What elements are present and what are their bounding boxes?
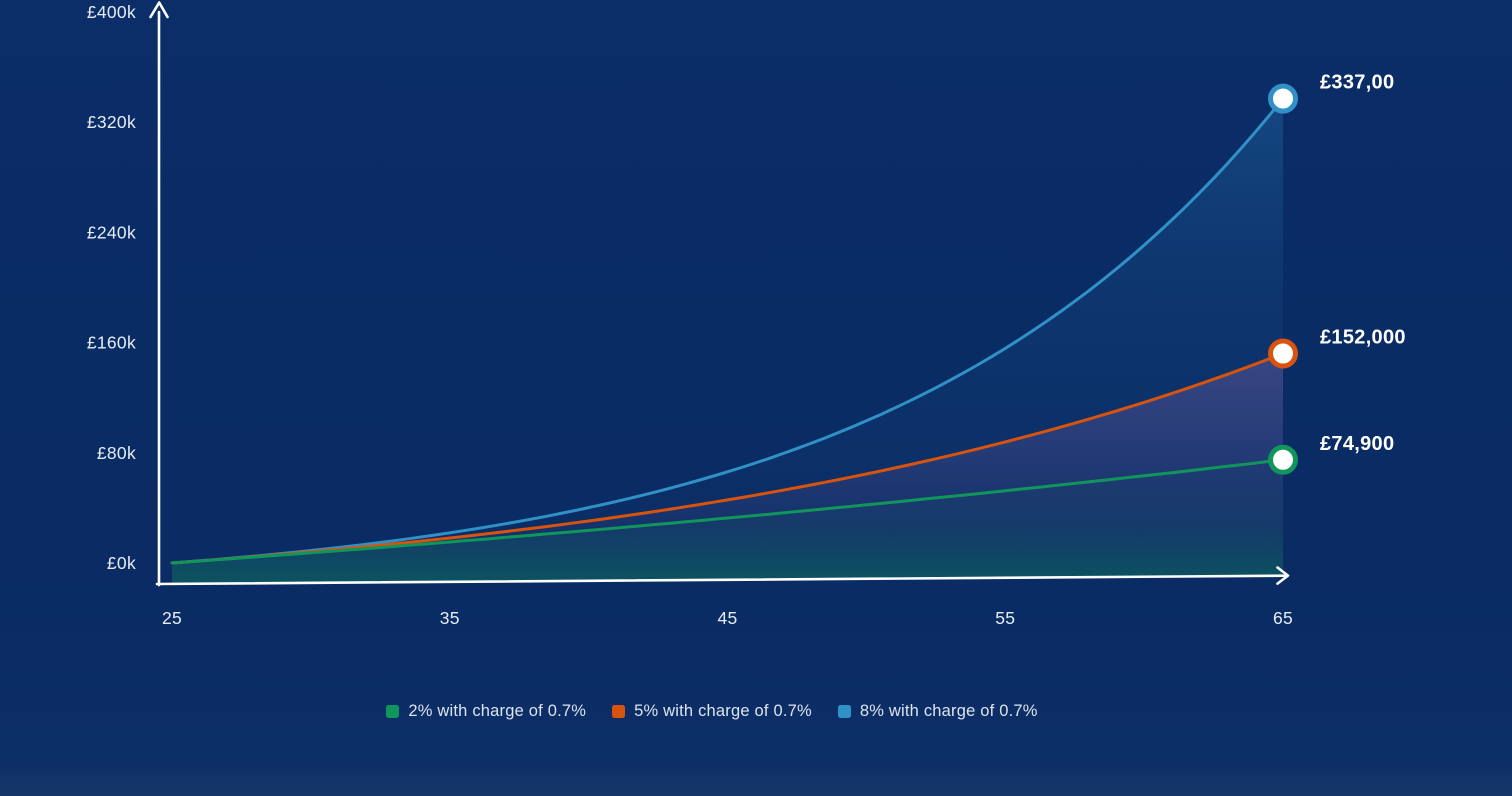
series-end-points (1268, 83, 1298, 475)
series-line-5pct (170, 352, 1285, 565)
y-tick-label-80: £80k (97, 443, 136, 463)
legend-swatch-2pct-icon (386, 705, 400, 718)
end-point-8pct[interactable] (1268, 83, 1298, 114)
y-tick-label-400: £400k (87, 2, 136, 22)
legend-item-2pct[interactable]: 2% with charge of 0.7% (386, 702, 586, 721)
legend-label-8pct: 8% with charge of 0.7% (859, 702, 1038, 720)
end-value-label-2pct: £74,900 (1320, 433, 1394, 455)
x-axis-arrow-icon (1276, 566, 1290, 585)
series-line-8pct (170, 97, 1285, 565)
end-point-2pct[interactable] (1268, 444, 1298, 475)
end-value-labels: £74,900 £152,000 £337,00 (1320, 72, 1406, 455)
legend-label-5pct: 5% with charge of 0.7% (634, 702, 812, 720)
chart-legend: 2% with charge of 0.7% 5% with charge of… (0, 702, 1424, 721)
x-tick-label-45: 45 (717, 608, 737, 628)
series-areas (172, 98, 1283, 584)
axes (149, 1, 1290, 587)
legend-label-2pct: 2% with charge of 0.7% (408, 702, 587, 720)
x-tick-label-55: 55 (995, 608, 1015, 628)
y-tick-label-240: £240k (87, 222, 136, 242)
legend-item-8pct[interactable]: 8% with charge of 0.7% (837, 702, 1038, 721)
x-tick-label-25: 25 (162, 608, 182, 628)
legend-item-5pct[interactable]: 5% with charge of 0.7% (612, 702, 812, 721)
end-value-label-5pct: £152,000 (1320, 327, 1406, 349)
series-line-2pct (170, 458, 1285, 565)
axis-tick-labels: £0k £80k £160k £240k £320k £400k 25 35 45 55 65 (87, 2, 1293, 628)
end-value-label-8pct: £337,00 (1320, 72, 1394, 94)
end-point-5pct[interactable] (1268, 338, 1298, 369)
x-tick-label-65: 65 (1273, 608, 1293, 628)
legend-swatch-8pct-icon (837, 705, 851, 718)
series-lines (170, 97, 1285, 565)
y-axis-arrow-icon (149, 1, 169, 19)
x-tick-label-35: 35 (440, 608, 460, 628)
y-tick-label-320: £320k (87, 112, 136, 132)
y-tick-label-0: £0k (107, 553, 136, 573)
x-axis-line (155, 574, 1288, 586)
legend-swatch-5pct-icon (612, 705, 626, 718)
y-tick-label-160: £160k (87, 333, 136, 353)
